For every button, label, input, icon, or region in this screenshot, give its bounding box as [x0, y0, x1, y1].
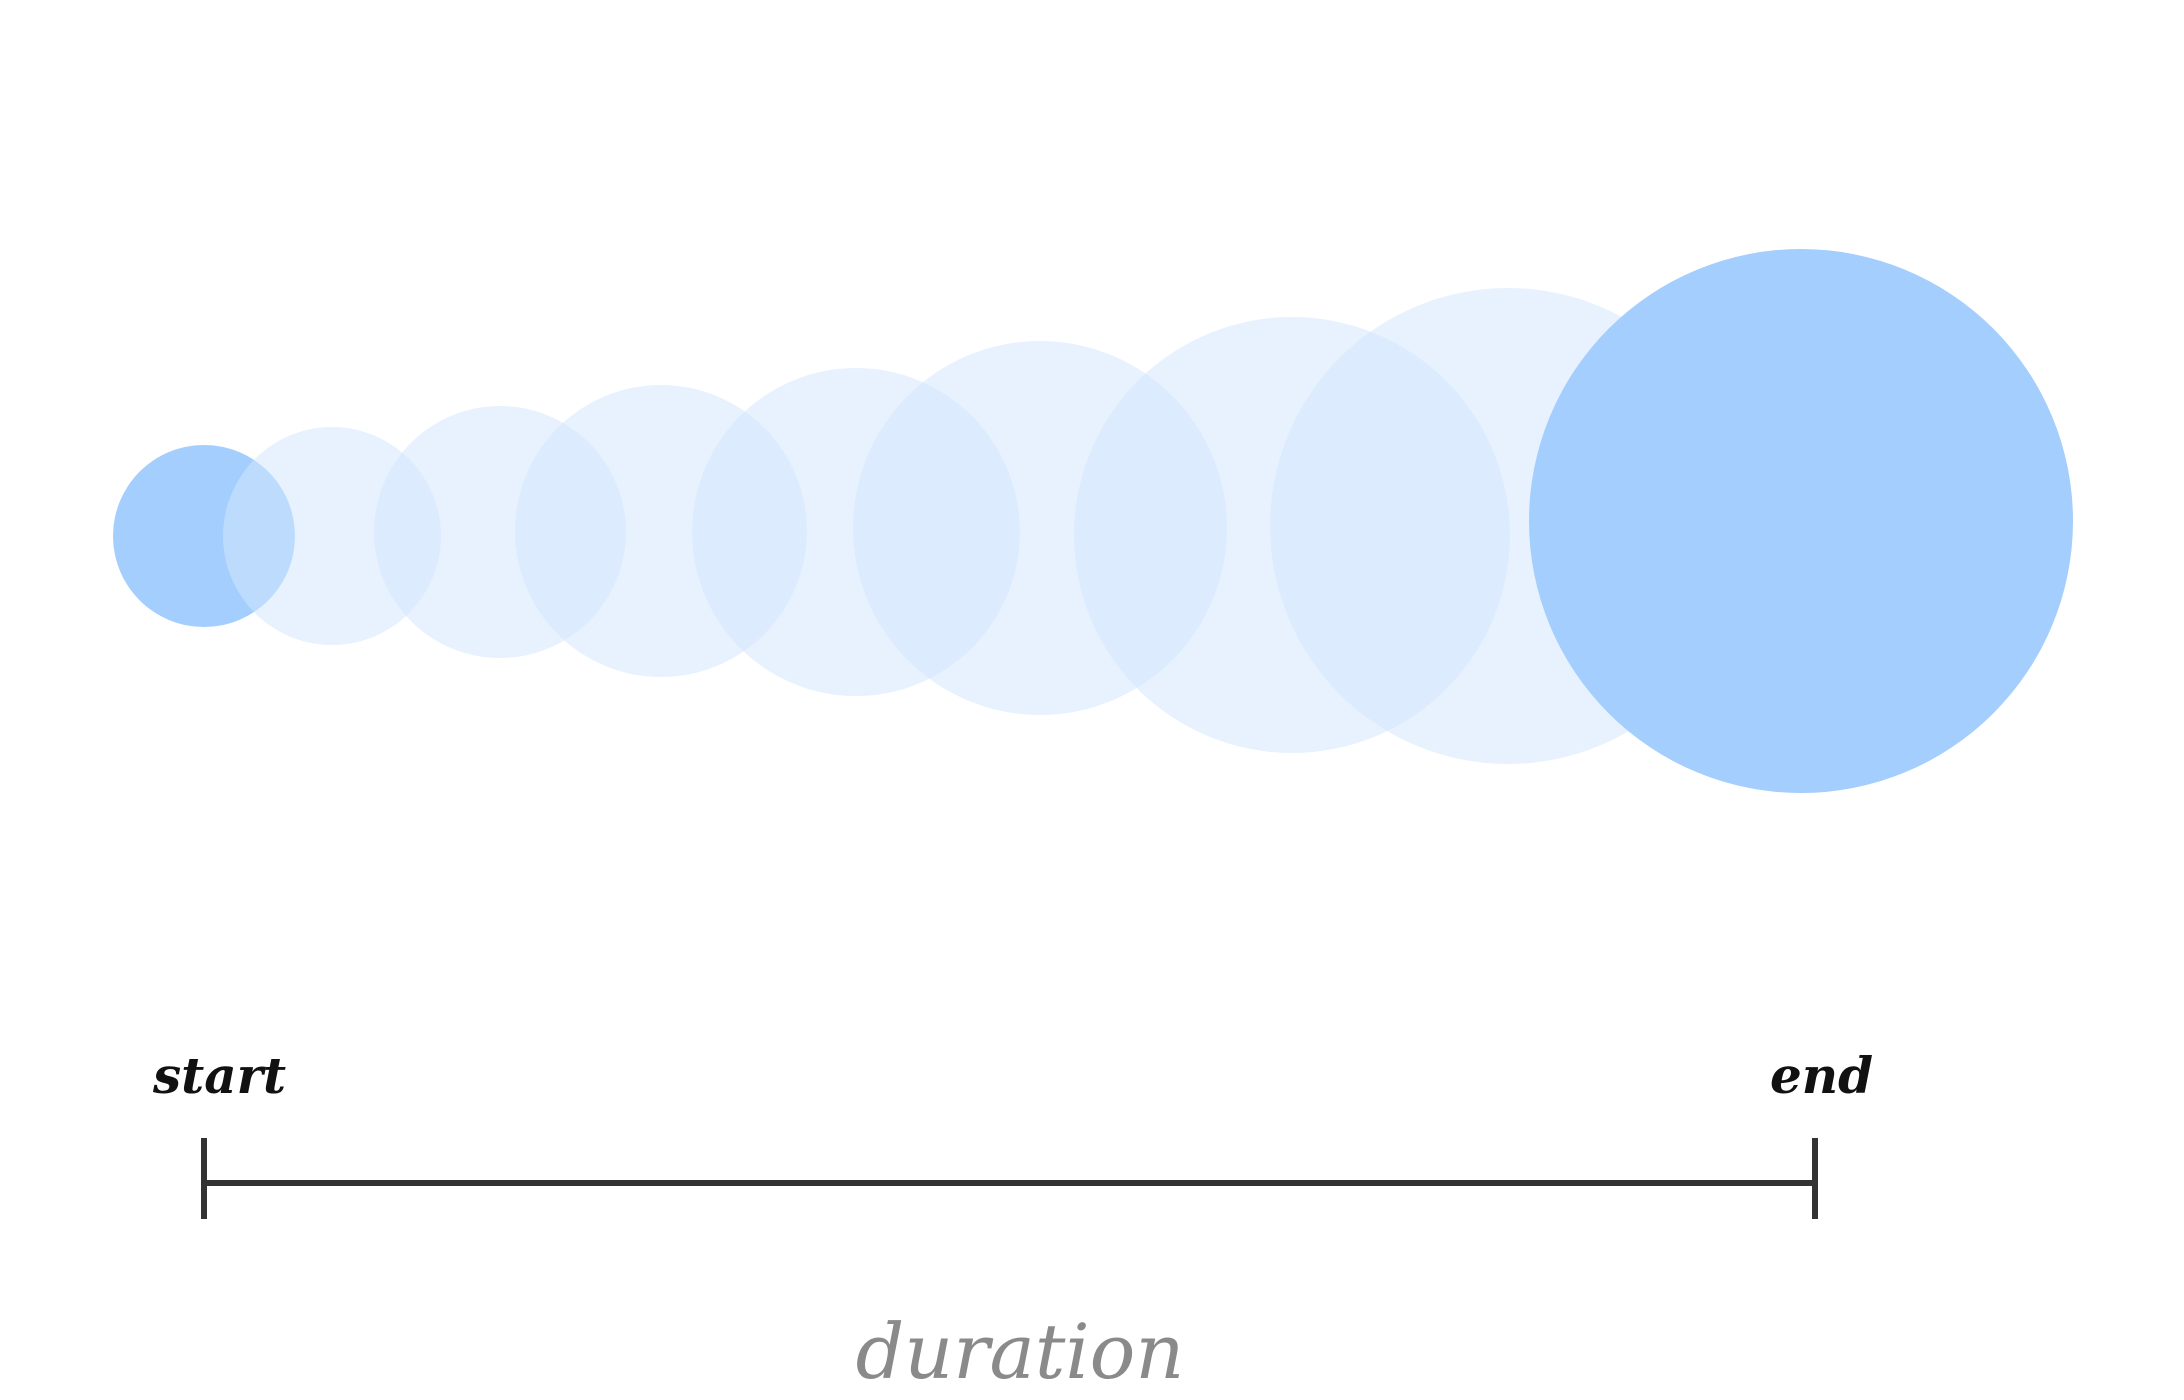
end-circle [1529, 249, 2073, 793]
end-label: end [1770, 1046, 1873, 1105]
duration-label: duration [856, 1307, 1185, 1396]
growing-circles-sequence [113, 249, 2073, 793]
timeline-bar [201, 1138, 1818, 1219]
start-label: start [152, 1046, 286, 1105]
